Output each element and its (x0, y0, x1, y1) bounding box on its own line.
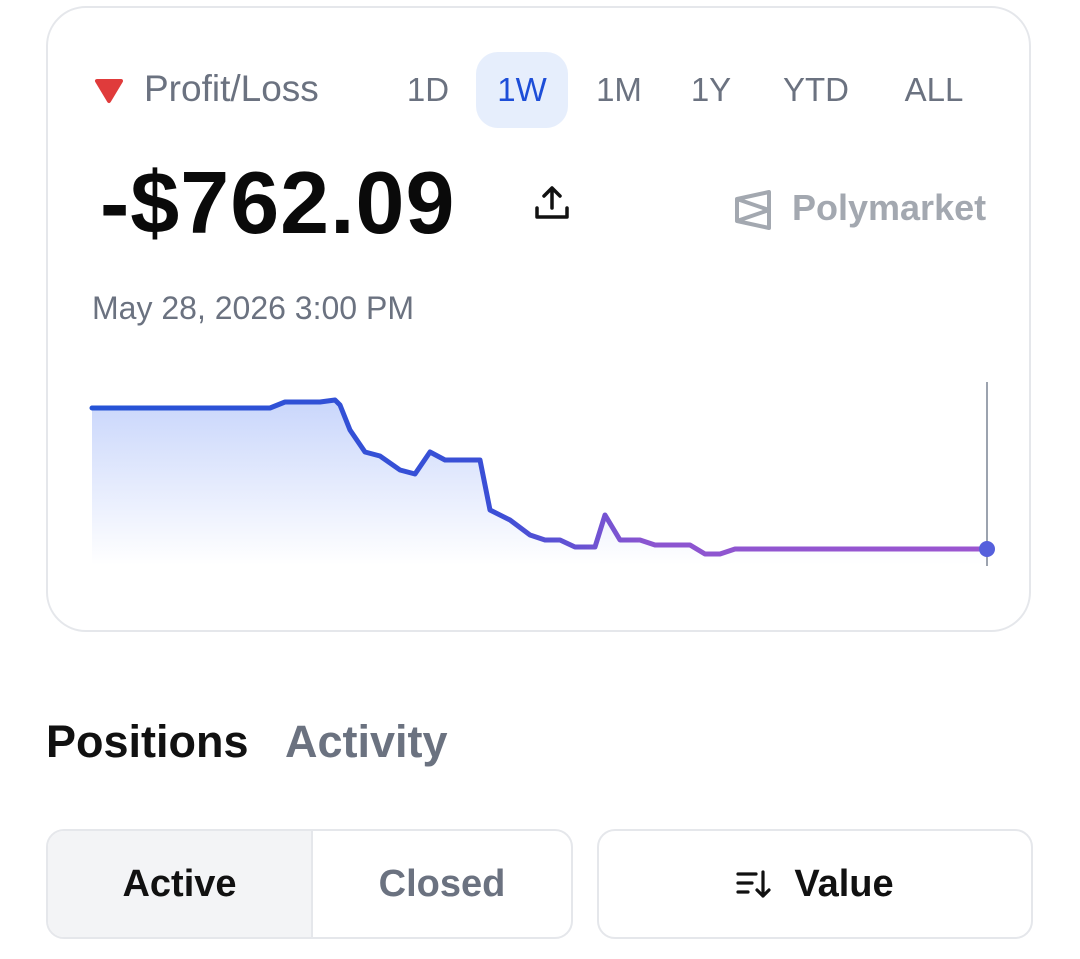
status-option[interactable]: Closed (378, 862, 506, 905)
pnl-label: Profit/Loss (144, 68, 319, 109)
status-toggle: Active Closed (46, 829, 573, 939)
range-tab[interactable]: ALL (904, 71, 964, 108)
timestamp: May 28, 2026 3:00 PM (92, 290, 414, 326)
pnl-card (46, 6, 1031, 632)
down-indicator (95, 79, 123, 103)
brand-name: Polymarket (792, 187, 987, 228)
section-tab[interactable]: Activity (285, 716, 448, 767)
sort-button[interactable]: Value (597, 829, 1033, 939)
sort-label: Value (794, 862, 894, 905)
range-tab[interactable]: 1M (596, 71, 642, 108)
section-tab[interactable]: Positions (46, 716, 249, 767)
range-tab[interactable]: YTD (783, 71, 849, 108)
sort-icon (736, 870, 771, 898)
brand-logo (735, 190, 771, 230)
status-option[interactable]: Active (48, 831, 313, 937)
pnl-amount: -$762.09 (100, 153, 456, 252)
share-icon[interactable] (532, 184, 572, 224)
range-tab[interactable]: 1W (476, 52, 568, 128)
range-tab[interactable]: 1D (406, 71, 450, 108)
range-tab[interactable]: 1Y (690, 71, 732, 108)
